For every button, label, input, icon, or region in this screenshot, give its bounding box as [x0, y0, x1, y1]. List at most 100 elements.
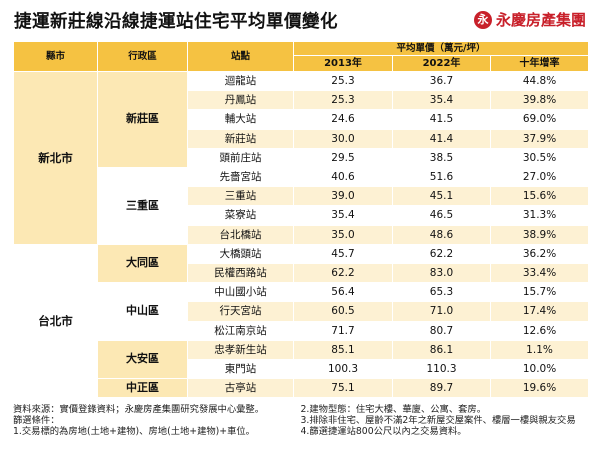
table-row: 大安區 忠孝新生站 85.1 86.1 1.1% — [14, 339, 590, 380]
table-row: 民權西路站 62.2 83.0 33.4% — [14, 263, 590, 284]
price-2013-cell: 85.1 — [293, 339, 393, 361]
header-2022: 2022年 — [392, 55, 491, 72]
price-2013-cell: 39.0 — [293, 186, 393, 207]
table-row: 松江南京站 71.7 80.7 12.6% — [14, 320, 590, 341]
header-station: 站點 — [187, 41, 294, 72]
price-2013-cell: 71.7 — [293, 320, 393, 341]
table-row: 中正區 古亭站 75.1 89.7 19.6% — [14, 378, 590, 399]
price-2022-cell: 110.3 — [392, 359, 491, 380]
station-cell: 迴龍站 — [187, 70, 294, 92]
price-2013-cell: 35.4 — [293, 205, 393, 226]
price-2022-cell: 65.3 — [392, 282, 491, 303]
county-cell: 新北市 — [13, 71, 98, 245]
growth-cell: 17.4% — [489, 301, 590, 322]
station-cell: 丹鳳站 — [187, 90, 294, 111]
price-2022-cell: 71.0 — [392, 301, 491, 322]
price-2013-cell: 100.3 — [293, 359, 393, 380]
price-2022-cell: 80.7 — [392, 320, 491, 341]
county-cell: 台北市 — [13, 243, 98, 399]
table-row: 行天宮站 60.5 71.0 17.4% — [14, 301, 590, 322]
growth-cell: 15.6% — [489, 186, 590, 207]
price-2022-cell: 41.5 — [392, 109, 491, 130]
note-source: 資料來源：實價登錄資料；永慶房產集團研究發展中心彙整。 — [13, 404, 265, 415]
price-2013-cell: 60.5 — [293, 301, 393, 322]
price-2013-cell: 30.0 — [293, 128, 393, 149]
price-2022-cell: 62.2 — [392, 243, 491, 265]
table-row: 台北橋站 35.0 48.6 38.9% — [14, 224, 590, 245]
page-title: 捷運新莊線沿線捷運站住宅平均單價變化 — [14, 12, 338, 32]
station-cell: 行天宮站 — [187, 301, 294, 322]
price-2013-cell: 56.4 — [293, 282, 393, 303]
price-2013-cell: 25.3 — [293, 90, 393, 111]
header-2013: 2013年 — [293, 55, 393, 72]
note-condition-3: 3.排除非住宅、屋齡不滿2年之新屋交屋案件、樓層一樓與親友交易 — [300, 415, 576, 426]
table-row: 新莊站 30.0 41.4 37.9% — [14, 128, 590, 149]
district-cell: 大同區 — [97, 243, 188, 284]
growth-cell: 1.1% — [489, 339, 590, 361]
table-row: 頭前庄站 29.5 38.5 30.5% — [14, 147, 590, 169]
price-2013-cell: 25.3 — [293, 70, 393, 92]
growth-cell: 31.3% — [489, 205, 590, 226]
brand-logo: 永 永慶房產集團 — [473, 9, 586, 30]
district-cell: 中山區 — [97, 282, 188, 341]
table-row: 東門站 100.3 110.3 10.0% — [14, 359, 590, 380]
price-2013-cell: 45.7 — [293, 243, 393, 265]
table-row: 三重站 39.0 45.1 15.6% — [14, 186, 590, 207]
price-table: 縣市 行政區 站點 平均單價（萬元/坪） 2013年 2022年 十年增率 新北… — [13, 41, 590, 399]
price-2022-cell: 45.1 — [392, 186, 491, 207]
station-cell: 先嗇宮站 — [187, 167, 294, 188]
growth-cell: 19.6% — [489, 378, 590, 399]
growth-cell: 69.0% — [489, 109, 590, 130]
price-2013-cell: 62.2 — [293, 263, 393, 284]
price-2022-cell: 51.6 — [392, 167, 491, 188]
growth-cell: 36.2% — [489, 243, 590, 265]
district-cell: 新莊區 — [97, 70, 188, 169]
price-2022-cell: 86.1 — [392, 339, 491, 361]
price-2022-cell: 41.4 — [392, 128, 491, 149]
station-cell: 三重站 — [187, 186, 294, 207]
district-cell: 大安區 — [97, 339, 188, 380]
growth-cell: 15.7% — [489, 282, 590, 303]
table-row: 新北市 新莊區 迴龍站 25.3 36.7 44.8% — [13, 70, 590, 245]
price-2022-cell: 46.5 — [392, 205, 491, 226]
price-2022-cell: 35.4 — [392, 90, 491, 111]
station-cell: 古亭站 — [187, 378, 294, 399]
station-cell: 東門站 — [187, 359, 294, 380]
station-cell: 台北橋站 — [187, 224, 294, 245]
growth-cell: 37.9% — [489, 128, 590, 149]
price-2022-cell: 89.7 — [392, 378, 491, 399]
growth-cell: 44.8% — [489, 70, 590, 92]
growth-cell: 10.0% — [489, 359, 590, 380]
table-row: 丹鳳站 25.3 35.4 39.8% — [14, 90, 590, 111]
price-2013-cell: 29.5 — [293, 147, 393, 169]
price-2013-cell: 40.6 — [293, 167, 393, 188]
station-cell: 新莊站 — [187, 128, 294, 149]
table-row: 菜寮站 35.4 46.5 31.3% — [14, 205, 590, 226]
district-cell: 中正區 — [97, 378, 188, 399]
price-2013-cell: 35.0 — [293, 224, 393, 245]
header: 捷運新莊線沿線捷運站住宅平均單價變化 永 永慶房產集團 — [0, 0, 600, 38]
growth-cell: 27.0% — [489, 167, 590, 188]
price-2022-cell: 36.7 — [392, 70, 491, 92]
header-county: 縣市 — [13, 41, 98, 72]
note-filter-title: 篩選條件： — [13, 415, 60, 426]
table-row: 輔大站 24.6 41.5 69.0% — [14, 109, 590, 130]
station-cell: 大橋頭站 — [187, 243, 294, 265]
note-condition-2: 2.建物型態：住宅大樓、華廈、公寓、套房。 — [300, 404, 487, 415]
station-cell: 頭前庄站 — [187, 147, 294, 169]
header-district: 行政區 — [97, 41, 188, 72]
table-row: 三重區 先嗇宮站 40.6 51.6 27.0% — [14, 167, 590, 245]
station-cell: 忠孝新生站 — [187, 339, 294, 361]
header-growth: 十年增率 — [489, 55, 590, 72]
logo-text: 永慶房產集團 — [495, 11, 586, 29]
price-2013-cell: 75.1 — [293, 378, 393, 399]
growth-cell: 12.6% — [489, 320, 590, 341]
price-2022-cell: 83.0 — [392, 263, 491, 284]
note-condition-4: 4.篩選捷運站800公尺以內之交易資料。 — [300, 426, 467, 437]
growth-cell: 38.9% — [489, 224, 590, 245]
footnotes: 資料來源：實價登錄資料；永慶房產集團研究發展中心彙整。 2.建物型態：住宅大樓、… — [13, 404, 593, 437]
growth-cell: 33.4% — [489, 263, 590, 284]
table-row: 中山區 中山國小站 56.4 65.3 15.7% — [14, 282, 590, 341]
price-2022-cell: 38.5 — [392, 147, 491, 169]
note-condition-1: 1.交易標的為房地(土地+建物)、房地(土地+建物)+車位。 — [13, 426, 255, 437]
